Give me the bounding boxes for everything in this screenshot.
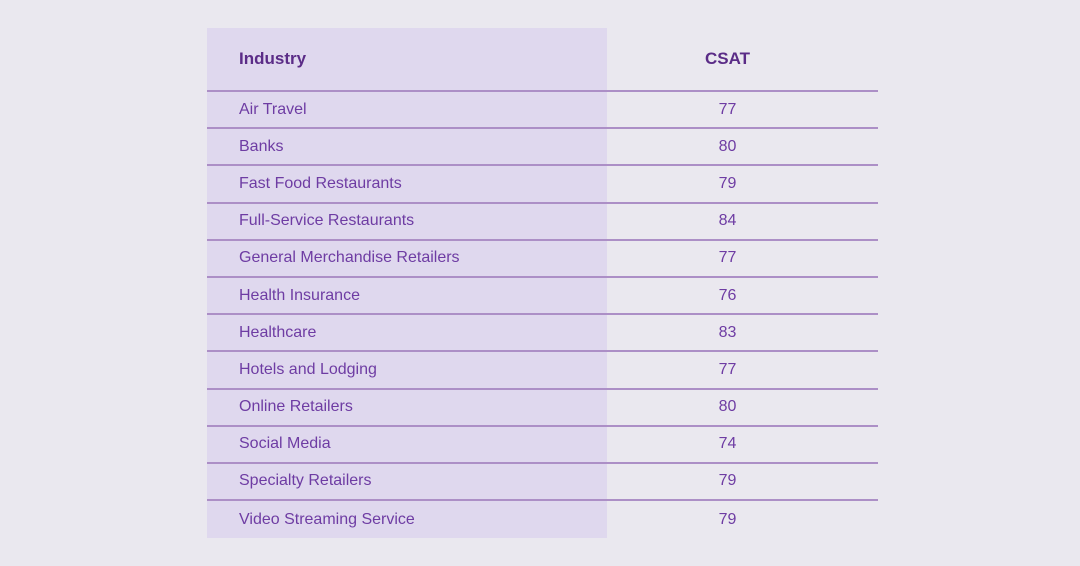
industry-cell: Video Streaming Service: [207, 501, 607, 539]
table-row: Online Retailers 80: [207, 389, 878, 427]
table-row: Air Travel 77: [207, 92, 878, 130]
industry-label: Hotels and Lodging: [239, 360, 377, 378]
csat-value: 77: [718, 360, 737, 378]
table-row: Social Media 74: [207, 426, 878, 464]
csat-value-cell: 77: [607, 352, 878, 387]
table-row: Fast Food Restaurants 79: [207, 166, 878, 204]
csat-value-cell: 80: [607, 390, 878, 425]
csat-value: 80: [718, 137, 737, 155]
industry-cell: Fast Food Restaurants: [207, 166, 607, 202]
industry-cell: Hotels and Lodging: [207, 352, 607, 388]
csat-value: 79: [718, 174, 737, 192]
table-body: Air Travel 77 Banks 80 Fast Food Restaurants…: [207, 92, 878, 539]
csat-value-cell: 79: [607, 501, 878, 538]
industry-label: Healthcare: [239, 323, 317, 341]
industry-cell: Banks: [207, 129, 607, 165]
table-row: Health Insurance 76: [207, 277, 878, 316]
industry-label: Fast Food Restaurants: [239, 174, 402, 192]
csat-value-cell: 77: [607, 92, 878, 127]
csat-value: 77: [718, 100, 737, 118]
csat-value: 76: [718, 286, 737, 304]
industry-label: Specialty Retailers: [239, 472, 372, 490]
industry-label: Full-Service Restaurants: [239, 212, 415, 230]
csat-value: 79: [718, 510, 737, 528]
industry-cell: Health Insurance: [207, 277, 607, 314]
table-row: Hotels and Lodging 77: [207, 352, 878, 390]
industry-label: Health Insurance: [239, 286, 360, 304]
table-row: Banks 80: [207, 129, 878, 167]
csat-value-cell: 79: [607, 166, 878, 201]
csat-value-cell: 83: [607, 315, 878, 350]
csat-value: 77: [718, 249, 737, 267]
csat-value-cell: 74: [607, 427, 878, 462]
csat-value-cell: 80: [607, 129, 878, 164]
csat-value: 84: [718, 212, 737, 230]
csat-value: 80: [718, 398, 737, 416]
industry-cell: Specialty Retailers: [207, 463, 607, 500]
csat-value: 79: [718, 472, 737, 490]
table-header-row: Industry CSAT: [207, 28, 878, 92]
industry-cell: Healthcare: [207, 315, 607, 351]
csat-value-cell: 76: [607, 278, 878, 313]
table-row: General Merchandise Retailers 77: [207, 240, 878, 278]
industry-label: Video Streaming Service: [239, 510, 415, 528]
table-row: Full-Service Restaurants 84: [207, 203, 878, 241]
industry-cell: Full-Service Restaurants: [207, 203, 607, 239]
table-row: Specialty Retailers 79: [207, 463, 878, 502]
industry-cell: Social Media: [207, 426, 607, 462]
column-header-industry-label: Industry: [239, 49, 307, 68]
industry-label: Social Media: [239, 435, 331, 453]
csat-value: 74: [718, 435, 737, 453]
industry-label: Online Retailers: [239, 398, 353, 416]
column-header-csat-label: CSAT: [704, 49, 750, 68]
industry-cell: General Merchandise Retailers: [207, 240, 607, 276]
industry-label: Banks: [239, 137, 284, 155]
csat-value-cell: 84: [607, 204, 878, 239]
industry-label: Air Travel: [239, 100, 307, 118]
csat-value-cell: 77: [607, 241, 878, 276]
table-row: Healthcare 83: [207, 315, 878, 353]
industry-cell: Online Retailers: [207, 389, 607, 425]
industry-cell: Air Travel: [207, 92, 607, 128]
column-header-industry: Industry: [207, 28, 607, 90]
table-row: Video Streaming Service 79: [207, 501, 878, 539]
csat-value-cell: 79: [607, 464, 878, 499]
industry-label: General Merchandise Retailers: [239, 249, 460, 267]
csat-value: 83: [718, 323, 737, 341]
column-header-csat: CSAT: [607, 28, 878, 90]
csat-table: Industry CSAT Air Travel 77 Banks 80 Fast Fo…: [207, 28, 878, 539]
